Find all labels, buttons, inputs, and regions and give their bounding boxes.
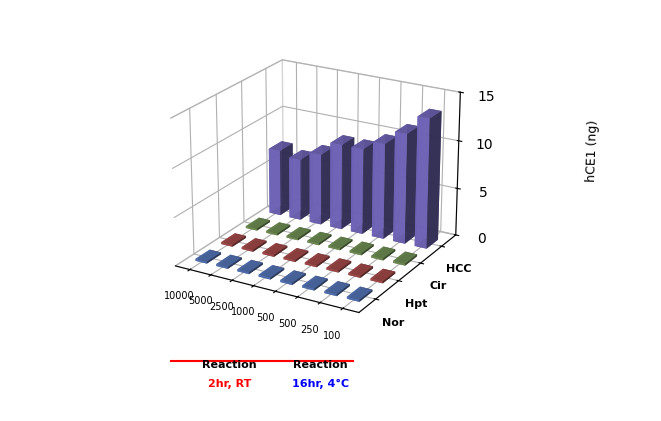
Text: Reaction: Reaction [202, 360, 257, 370]
Point [420, 264, 428, 269]
Text: Reaction: Reaction [293, 360, 348, 370]
Text: 2hr, RT: 2hr, RT [208, 379, 251, 389]
Text: 16hr, 4°C: 16hr, 4°C [292, 379, 349, 389]
